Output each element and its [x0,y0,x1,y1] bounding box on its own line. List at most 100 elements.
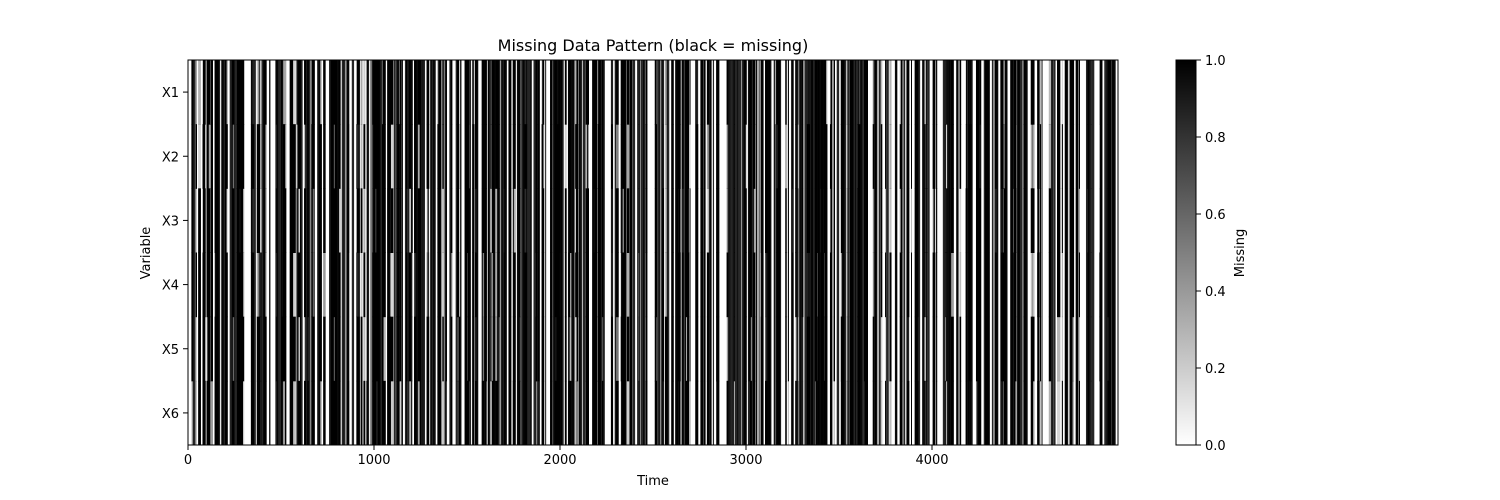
missing-line [760,60,763,445]
heatmap-cell [671,380,674,445]
heatmap-cell [814,124,818,189]
heatmap-cell [900,316,903,382]
heatmap-cell [202,188,206,253]
heatmap-cell [289,188,294,253]
missing-streak [889,60,892,445]
missing-line [997,60,999,445]
missing-line [747,60,751,445]
heatmap-cell [564,60,567,125]
missing-line [796,60,799,445]
heatmap-cell [456,188,458,253]
heatmap-cell [256,124,261,189]
heatmap-cell [323,188,326,253]
missing-streak [417,60,422,445]
missing-line [474,60,478,445]
heatmap-cell [481,380,485,445]
heatmap-cell [671,252,674,318]
heatmap-cell [417,124,421,189]
heatmap-cell [256,316,261,382]
missing-streak [1013,60,1017,445]
missing-line [847,60,850,445]
heatmap-cell [456,60,458,125]
heatmap-cell [296,316,298,382]
missing-streak [645,60,648,445]
heatmap-cell [250,188,252,253]
missing-line [240,60,242,445]
missing-line [831,60,833,445]
missing-streak [959,60,962,445]
heatmap-cell [685,316,689,382]
heatmap-cell [914,60,918,125]
heatmap-cell [733,252,735,318]
heatmap-cell [654,380,657,445]
heatmap-cell [363,124,366,189]
heatmap-cell [795,316,797,382]
heatmap-cell [575,124,579,189]
heatmap-cell [716,60,720,125]
heatmap-cell [356,252,358,318]
heatmap-cell [950,252,954,318]
missing-line [638,60,641,445]
heatmap-cell [568,316,572,382]
heatmap-cell [458,188,461,253]
heatmap-cell [575,60,578,125]
missing-line [455,60,457,445]
heatmap-cell [685,252,689,318]
heatmap-cell [456,316,460,382]
heatmap-cell [689,380,691,445]
missing-line [487,60,490,445]
missing-line [599,60,603,445]
heatmap-cell [456,124,458,189]
heatmap-cell [815,380,818,445]
heatmap-cell [258,188,260,253]
heatmap-cell [442,188,444,253]
x-tick-label: 2000 [543,453,576,468]
heatmap-cell [1048,60,1052,125]
heatmap-cell [910,252,912,318]
heatmap-cell [1039,316,1042,382]
heatmap-cell [490,316,492,382]
heatmap-cell [1057,60,1061,125]
missing-line [661,60,663,445]
heatmap-cell [419,380,422,445]
heatmap-cell [495,252,499,318]
heatmap-cell [914,188,918,253]
heatmap-cell [226,60,228,125]
heatmap-cell [857,188,859,253]
heatmap-cell [621,124,625,189]
heatmap-cell [814,316,818,382]
heatmap-cell [857,252,859,318]
missing-streak [564,60,567,445]
heatmap-cell [382,252,386,318]
heatmap-cell [671,316,674,382]
heatmap-cell [664,316,668,382]
missing-line [751,60,755,445]
missing-line [994,60,997,445]
heatmap-cell [910,188,912,253]
heatmap-cell [936,60,938,125]
heatmap-cell [626,188,630,253]
heatmap-cell [733,60,735,125]
heatmap-cell [959,124,962,189]
heatmap-cell [785,316,787,382]
heatmap-cell [899,188,902,253]
heatmap-cell [210,380,214,445]
missing-line [318,60,321,445]
missing-line [976,60,979,445]
heatmap-cell [1003,316,1006,382]
heatmap-cell [846,252,849,318]
heatmap-cell [846,380,849,445]
heatmap-cell [1065,252,1068,318]
heatmap-cell [334,188,338,253]
heatmap-cell [360,124,363,189]
heatmap-cell [360,380,363,445]
missing-line [1110,60,1112,445]
heatmap-cell [1013,60,1017,125]
missing-line [572,60,575,445]
heatmap-cell [382,60,386,125]
heatmap-cell [1013,124,1017,189]
missing-line [643,60,645,445]
heatmap-cell [390,188,394,253]
heatmap-cell [334,252,338,318]
heatmap-cell [297,124,301,189]
